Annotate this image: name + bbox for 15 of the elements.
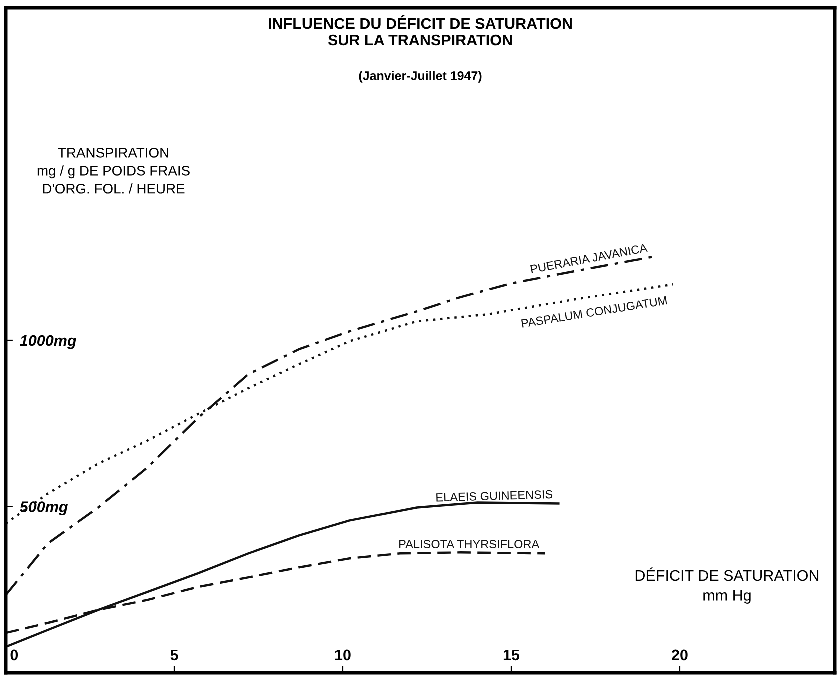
text: (Janvier-Juillet 1947) xyxy=(359,71,482,83)
x-tick-label: 10 xyxy=(335,650,351,661)
line-series xyxy=(6,502,560,648)
y-tick-label: 500mg xyxy=(20,502,68,516)
x-tick-label: 0 xyxy=(10,650,18,661)
y-axis-title: TRANSPIRATION mg / g DE POIDS FRAIS D'ORG. FOL. / HEURE xyxy=(38,148,190,194)
x-tick-label: 15 xyxy=(504,650,520,661)
series-label: ELAEIS GUINEENSIS xyxy=(436,490,553,502)
series-label: PALISOTA THYRSIFLORA xyxy=(400,540,540,548)
text: INFLUENCE DU DÉFICIT DE SATURATION SUR LA TRANSPIRATION xyxy=(269,16,572,46)
x-tick-label: 5 xyxy=(170,650,178,661)
x-tick-label: 20 xyxy=(672,650,688,661)
x-axis-title: DÉFICIT DE SATURATION mm Hg xyxy=(636,568,819,604)
y-tick-label: 1000mg xyxy=(20,335,77,350)
text: PUERARIA JAVANICA xyxy=(530,244,648,274)
